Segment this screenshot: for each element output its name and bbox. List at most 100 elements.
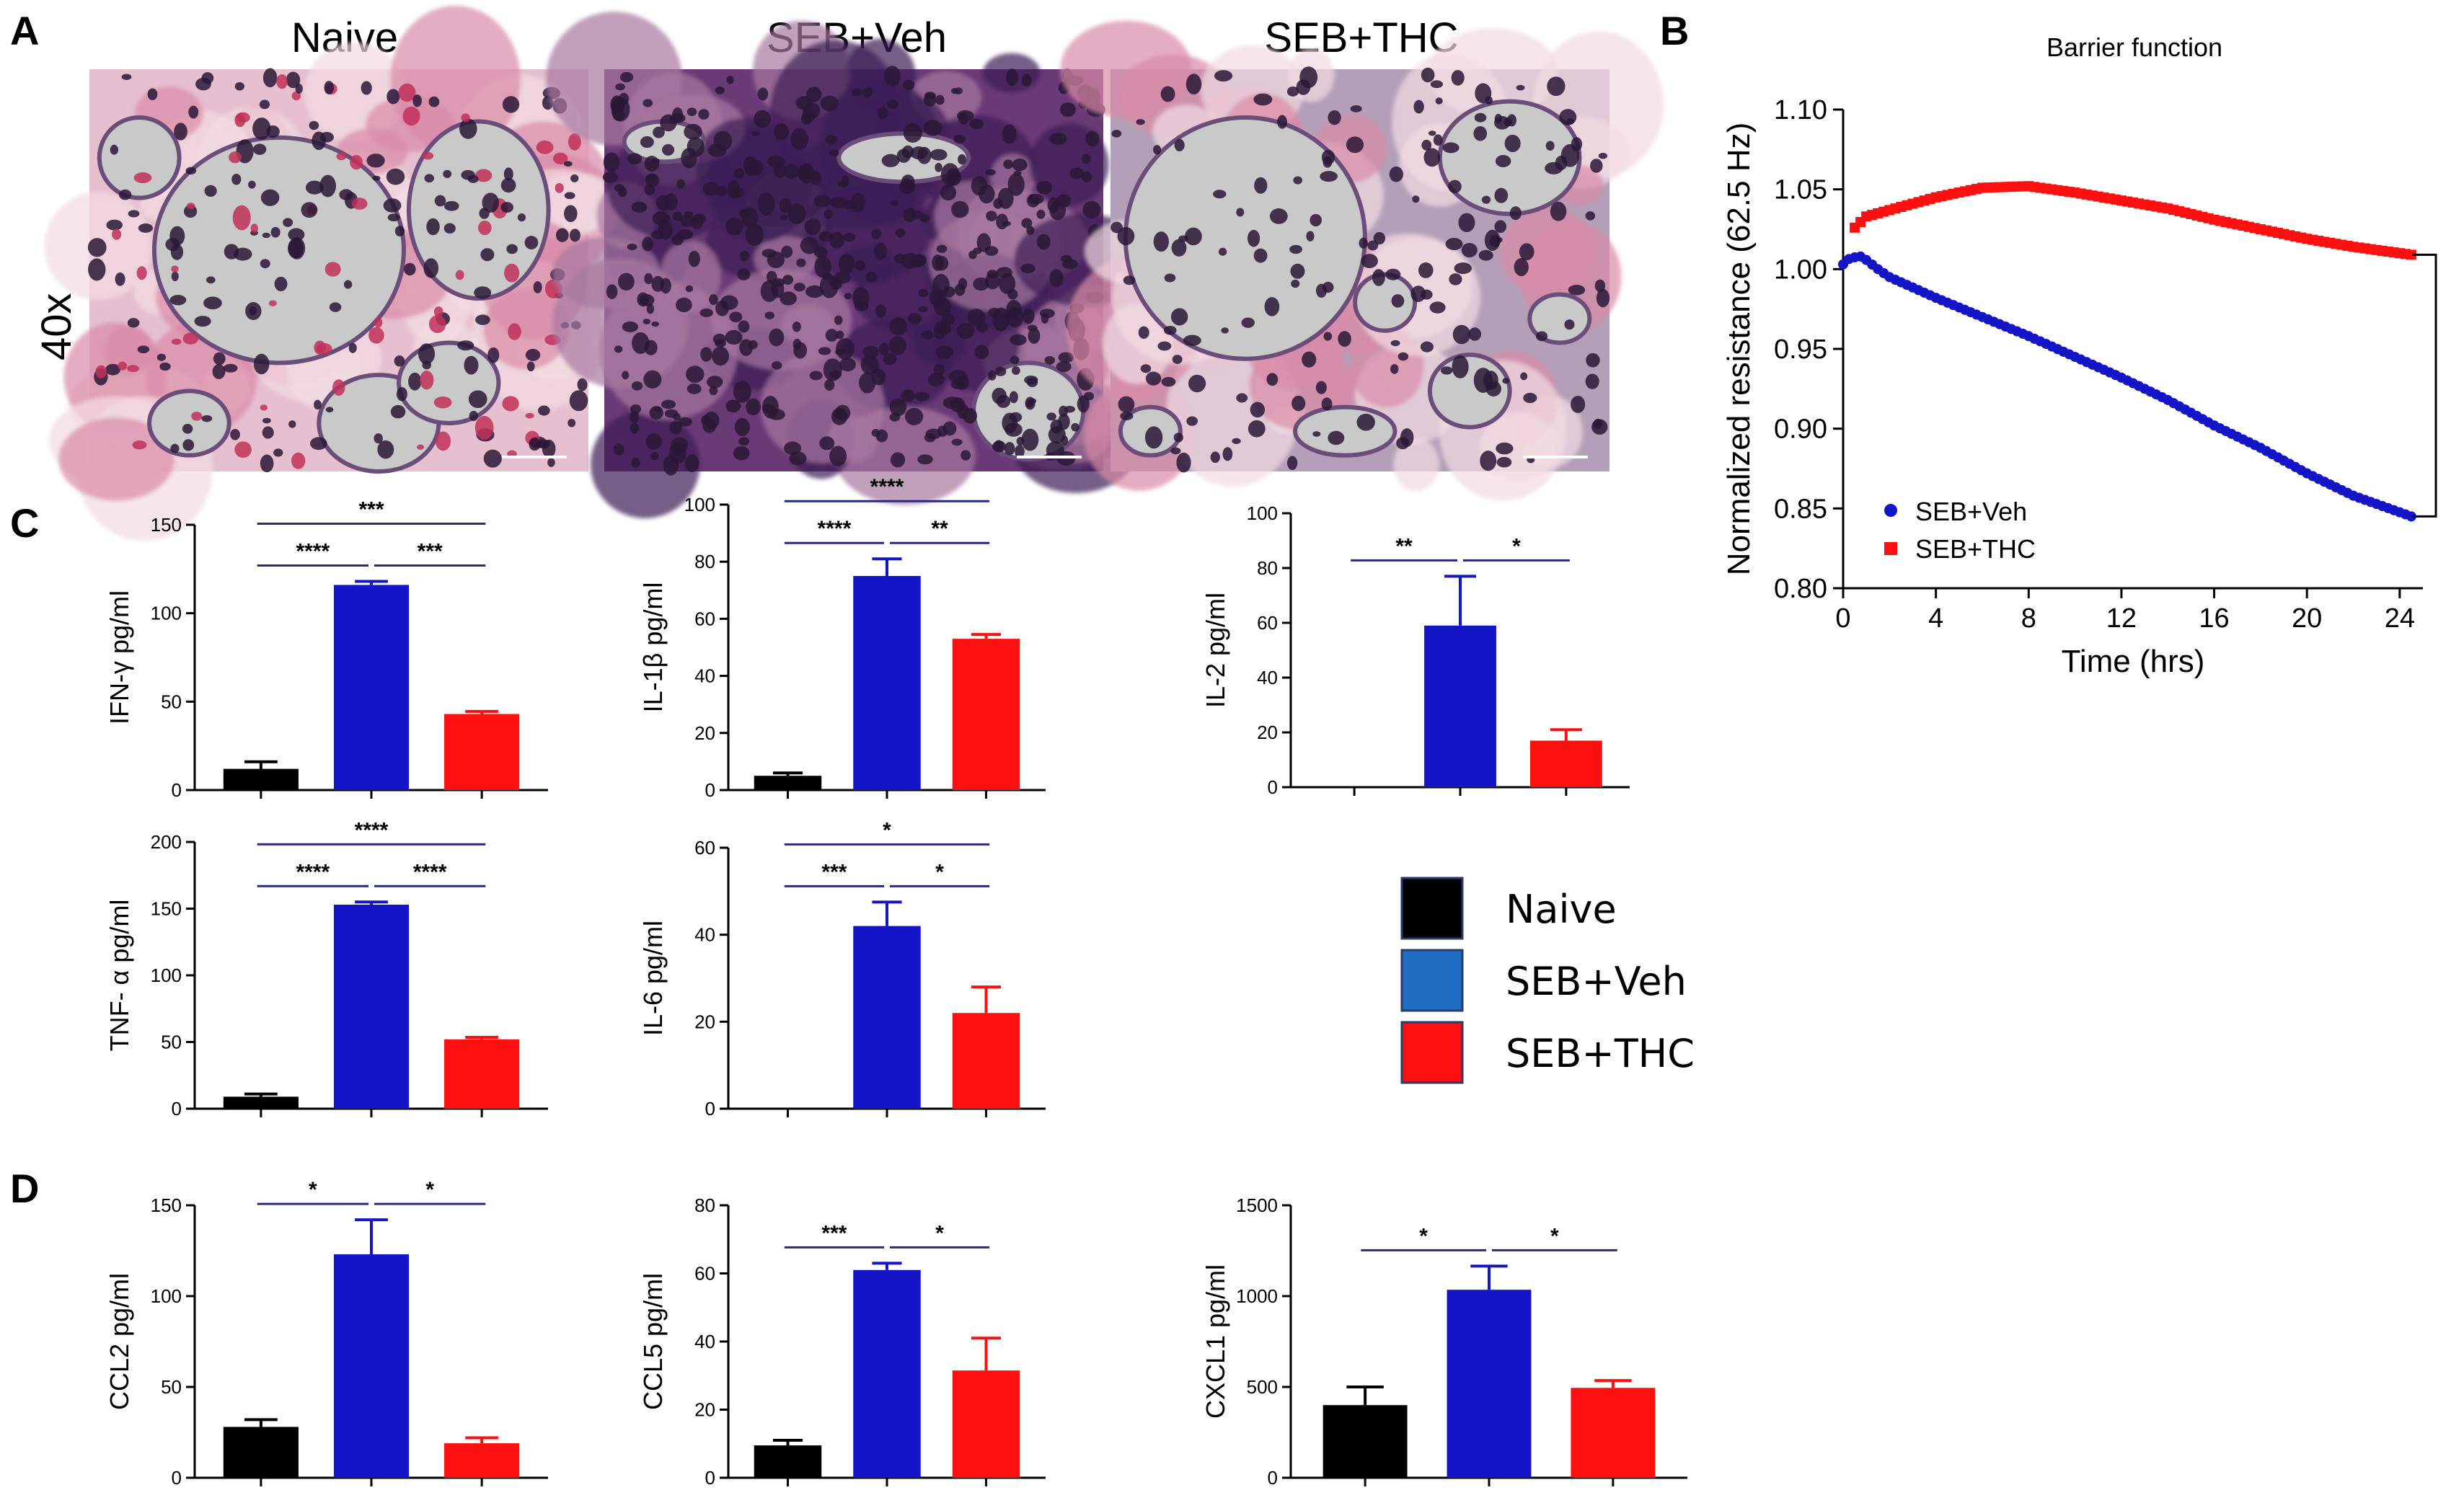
tissue-blob	[1393, 438, 1440, 492]
legend-marker-seb-veh	[1884, 504, 1897, 517]
y-tick-label: 150	[151, 1194, 182, 1216]
cell-nucleus	[88, 258, 106, 281]
cell-nucleus	[631, 201, 648, 213]
cell-nucleus	[426, 218, 440, 236]
cell-nucleus	[1293, 176, 1303, 185]
cell-nucleus	[684, 454, 699, 472]
cell-nucleus	[1397, 352, 1409, 361]
cell-nucleus	[508, 323, 521, 340]
cell-nucleus	[1171, 239, 1187, 257]
chart-title: Barrier function	[2046, 32, 2222, 62]
cell-nucleus	[404, 262, 416, 276]
cell-nucleus	[423, 258, 439, 278]
cell-nucleus	[1458, 213, 1475, 232]
y-axis-label: CXCL1 pg/ml	[1201, 1264, 1230, 1419]
cell-nucleus	[973, 277, 989, 291]
cell-nucleus	[577, 378, 588, 391]
cell-nucleus	[1596, 288, 1610, 308]
cell-nucleus	[1421, 67, 1435, 83]
cell-nucleus	[159, 362, 171, 371]
y-tick-label: 0.95	[1774, 334, 1827, 365]
cell-nucleus	[118, 189, 132, 200]
cell-nucleus	[1473, 125, 1488, 141]
cell-nucleus	[837, 180, 849, 187]
y-tick-label: 40	[694, 1331, 715, 1352]
cell-nucleus	[1322, 156, 1333, 168]
cell-nucleus	[1390, 340, 1400, 347]
cell-nucleus	[994, 366, 1007, 376]
cell-nucleus	[1170, 308, 1188, 326]
cell-nucleus	[1494, 220, 1507, 234]
cell-nucleus	[702, 182, 719, 196]
cell-nucleus	[127, 365, 139, 373]
tissue-blob	[760, 350, 885, 464]
y-tick-label: 0	[1268, 1467, 1278, 1489]
cell-nucleus	[555, 182, 564, 193]
tissue-blob	[552, 237, 661, 309]
cell-nucleus	[1385, 268, 1401, 280]
cell-nucleus	[860, 355, 879, 375]
cell-nucleus	[631, 381, 643, 391]
bar-seb-veh	[853, 926, 921, 1109]
cell-nucleus	[434, 195, 446, 207]
cell-nucleus	[1010, 355, 1020, 365]
cell-nucleus	[250, 223, 258, 233]
cell-nucleus	[1250, 402, 1266, 418]
cell-nucleus	[536, 140, 554, 154]
legend-label-naive: Naive	[1506, 887, 1617, 932]
cell-nucleus	[1007, 173, 1025, 196]
y-tick-label: 1.05	[1774, 175, 1827, 205]
cell-nucleus	[1036, 234, 1051, 250]
bar-naive	[223, 768, 299, 790]
cell-nucleus	[553, 152, 568, 164]
bar-seb-veh	[333, 904, 410, 1109]
cell-nucleus	[1310, 213, 1322, 227]
cell-nucleus	[823, 209, 834, 219]
cell-nucleus	[615, 83, 626, 91]
cell-nucleus	[898, 179, 916, 195]
cell-nucleus	[757, 192, 775, 216]
cell-nucleus	[288, 420, 296, 428]
cell-nucleus	[366, 154, 385, 168]
cell-nucleus	[260, 259, 270, 269]
cell-nucleus	[651, 158, 661, 164]
y-tick-label: 100	[684, 494, 715, 515]
cell-nucleus	[670, 113, 686, 123]
cell-nucleus	[118, 361, 128, 371]
cell-nucleus	[1566, 118, 1575, 125]
cell-nucleus	[1059, 102, 1076, 117]
tissue-blob	[390, 5, 521, 154]
cell-nucleus	[1536, 331, 1548, 342]
cell-nucleus	[919, 214, 930, 223]
cell-nucleus	[1361, 254, 1378, 269]
cell-nucleus	[664, 409, 679, 418]
cell-nucleus	[1468, 327, 1482, 341]
cell-nucleus	[182, 439, 195, 451]
cell-nucleus	[974, 345, 989, 360]
cell-nucleus	[818, 347, 831, 355]
cell-nucleus	[248, 180, 256, 189]
cell-nucleus	[1338, 331, 1351, 347]
cell-nucleus	[676, 297, 692, 313]
bar-naive	[1322, 1405, 1408, 1478]
cell-nucleus	[678, 417, 692, 427]
cell-nucleus	[637, 292, 650, 307]
cell-nucleus	[1520, 372, 1528, 381]
cell-nucleus	[992, 387, 1007, 404]
cell-nucleus	[1059, 405, 1068, 417]
cell-nucleus	[1593, 419, 1603, 429]
cell-nucleus	[859, 372, 876, 394]
cell-nucleus	[672, 445, 681, 456]
cell-nucleus	[503, 167, 513, 181]
y-tick-label: 1500	[1236, 1194, 1278, 1216]
cell-nucleus	[422, 151, 434, 160]
cell-nucleus	[1451, 70, 1465, 86]
cell-nucleus	[940, 185, 957, 201]
cell-nucleus	[1480, 451, 1497, 471]
cell-nucleus	[1138, 326, 1149, 340]
cell-nucleus	[394, 226, 405, 237]
cell-nucleus	[1028, 327, 1041, 344]
cell-nucleus	[1118, 396, 1135, 413]
cell-nucleus	[672, 211, 683, 221]
